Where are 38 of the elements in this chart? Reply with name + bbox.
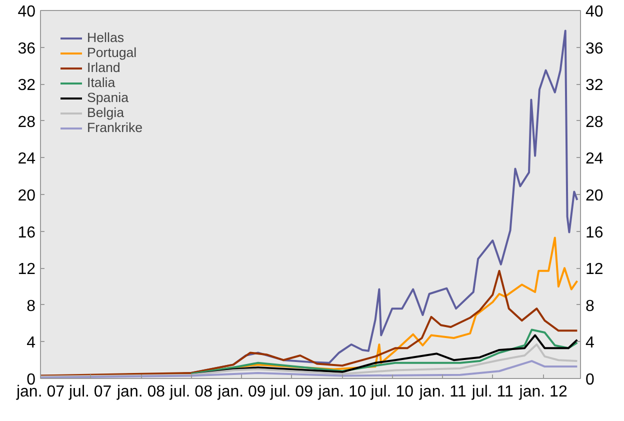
y2-tick-label: 40 — [586, 4, 604, 20]
y2-tick-label: 8 — [586, 298, 594, 315]
legend-label: Hellas — [87, 30, 124, 45]
y2-tick-label: 16 — [586, 224, 604, 242]
y2-tick-label: 24 — [586, 150, 604, 168]
y2-tick-label: 0 — [586, 372, 594, 388]
y-tick-label: 24 — [18, 150, 36, 168]
y-tick-label: 28 — [18, 114, 36, 131]
y-tick-label: 4 — [26, 334, 36, 352]
legend-label: Frankrike — [87, 120, 143, 135]
x-tick-label: jul. 10 — [370, 384, 414, 400]
y-tick-label: 32 — [18, 77, 36, 94]
legend-label: Belgia — [87, 105, 124, 120]
y2-tick-label: 28 — [586, 114, 604, 131]
y2-tick-label: 36 — [586, 40, 604, 58]
x-tick-label: jan. 08 — [116, 384, 166, 400]
y-tick-label: 20 — [18, 188, 36, 204]
y2-tick-label: 12 — [586, 261, 604, 278]
y2-tick-label: 4 — [586, 334, 594, 352]
x-tick-label: jan. 09 — [216, 384, 266, 400]
y-tick-label: 40 — [18, 4, 36, 20]
y2-tick-label: 20 — [586, 188, 604, 204]
legend-label: Spania — [87, 90, 129, 105]
x-tick-label: jul. 11 — [470, 384, 514, 400]
x-tick-label: jul. 09 — [269, 384, 314, 400]
legend-label: Irland — [87, 60, 120, 75]
legend-label: Italia — [87, 75, 116, 90]
legend-label: Portugal — [87, 45, 137, 60]
x-tick-label: jul. 08 — [168, 384, 213, 400]
x-tick-label: jan. 10 — [317, 384, 366, 400]
y-tick-label: 8 — [26, 298, 36, 315]
x-tick-label: jul. 07 — [68, 384, 112, 400]
x-tick-label: jan. 11 — [418, 384, 466, 400]
y-tick-label: 12 — [18, 261, 36, 278]
y-tick-label: 16 — [18, 224, 36, 242]
y-tick-label: 36 — [18, 40, 36, 58]
x-tick-label: jan. 12 — [518, 384, 568, 400]
y2-tick-label: 32 — [586, 77, 604, 94]
